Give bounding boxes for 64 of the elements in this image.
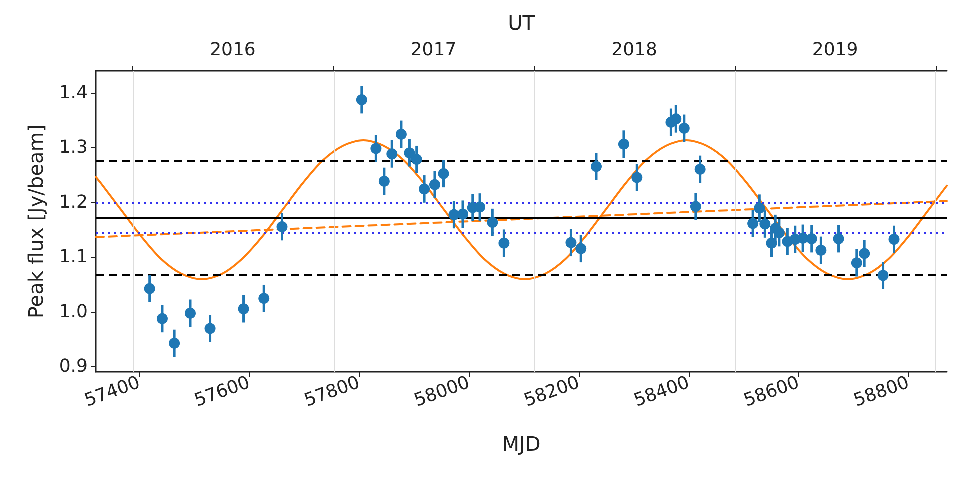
point bbox=[678, 122, 690, 134]
point bbox=[370, 143, 382, 154]
x-tick-label: 58800 bbox=[851, 372, 912, 412]
x-tick-label: 57800 bbox=[302, 372, 363, 412]
point bbox=[833, 234, 844, 245]
x-tick-label: 58000 bbox=[412, 372, 473, 412]
point bbox=[774, 227, 785, 238]
point bbox=[670, 114, 682, 125]
point bbox=[238, 304, 250, 315]
point bbox=[591, 161, 602, 172]
x-tick-label: 58600 bbox=[741, 372, 802, 412]
point bbox=[766, 238, 778, 249]
y-tick-label: 1.1 bbox=[59, 246, 88, 268]
point bbox=[632, 172, 643, 184]
point bbox=[806, 234, 818, 245]
point bbox=[258, 293, 270, 304]
point bbox=[386, 148, 398, 160]
point bbox=[566, 237, 577, 248]
point bbox=[204, 323, 216, 334]
point bbox=[576, 243, 587, 254]
point bbox=[748, 218, 759, 230]
x2-tick-label: 2017 bbox=[410, 40, 457, 60]
point bbox=[438, 168, 450, 180]
point bbox=[618, 138, 630, 150]
point bbox=[498, 238, 510, 249]
point bbox=[185, 308, 196, 319]
point bbox=[888, 234, 900, 246]
point bbox=[356, 94, 368, 106]
point bbox=[144, 283, 156, 294]
point bbox=[760, 218, 771, 230]
line-series bbox=[95, 140, 948, 281]
point bbox=[419, 184, 430, 195]
point bbox=[276, 221, 288, 232]
x-axis-title: MJD bbox=[502, 432, 541, 456]
point bbox=[474, 202, 486, 213]
x-tick-label: 57600 bbox=[192, 372, 253, 412]
point bbox=[378, 176, 390, 188]
point bbox=[851, 258, 862, 269]
point bbox=[487, 217, 498, 228]
point bbox=[816, 245, 827, 256]
y-tick-label: 1.0 bbox=[59, 301, 88, 322]
x2-tick-label: 2018 bbox=[612, 40, 658, 60]
point bbox=[798, 232, 809, 244]
x-tick-label: 58400 bbox=[631, 372, 692, 412]
y-tick-label: 1.2 bbox=[59, 192, 88, 213]
x2-tick-label: 2016 bbox=[210, 40, 256, 60]
point bbox=[411, 154, 422, 166]
point bbox=[458, 208, 468, 220]
point bbox=[156, 313, 168, 324]
point bbox=[694, 164, 706, 176]
point bbox=[859, 248, 870, 260]
point bbox=[690, 201, 702, 212]
point bbox=[429, 179, 440, 190]
y-axis-title: Peak flux [Jy/beam] bbox=[24, 124, 48, 319]
y-tick-label: 1.3 bbox=[59, 137, 88, 158]
point bbox=[169, 338, 180, 350]
x2-tick-label: 2019 bbox=[812, 40, 858, 60]
y-tick-label: 1.4 bbox=[59, 82, 88, 104]
point bbox=[754, 202, 766, 214]
point bbox=[396, 128, 407, 140]
x-tick-label: 58200 bbox=[522, 372, 582, 412]
x2-axis-title: UT bbox=[508, 11, 536, 35]
point bbox=[878, 270, 889, 282]
point bbox=[404, 148, 416, 159]
